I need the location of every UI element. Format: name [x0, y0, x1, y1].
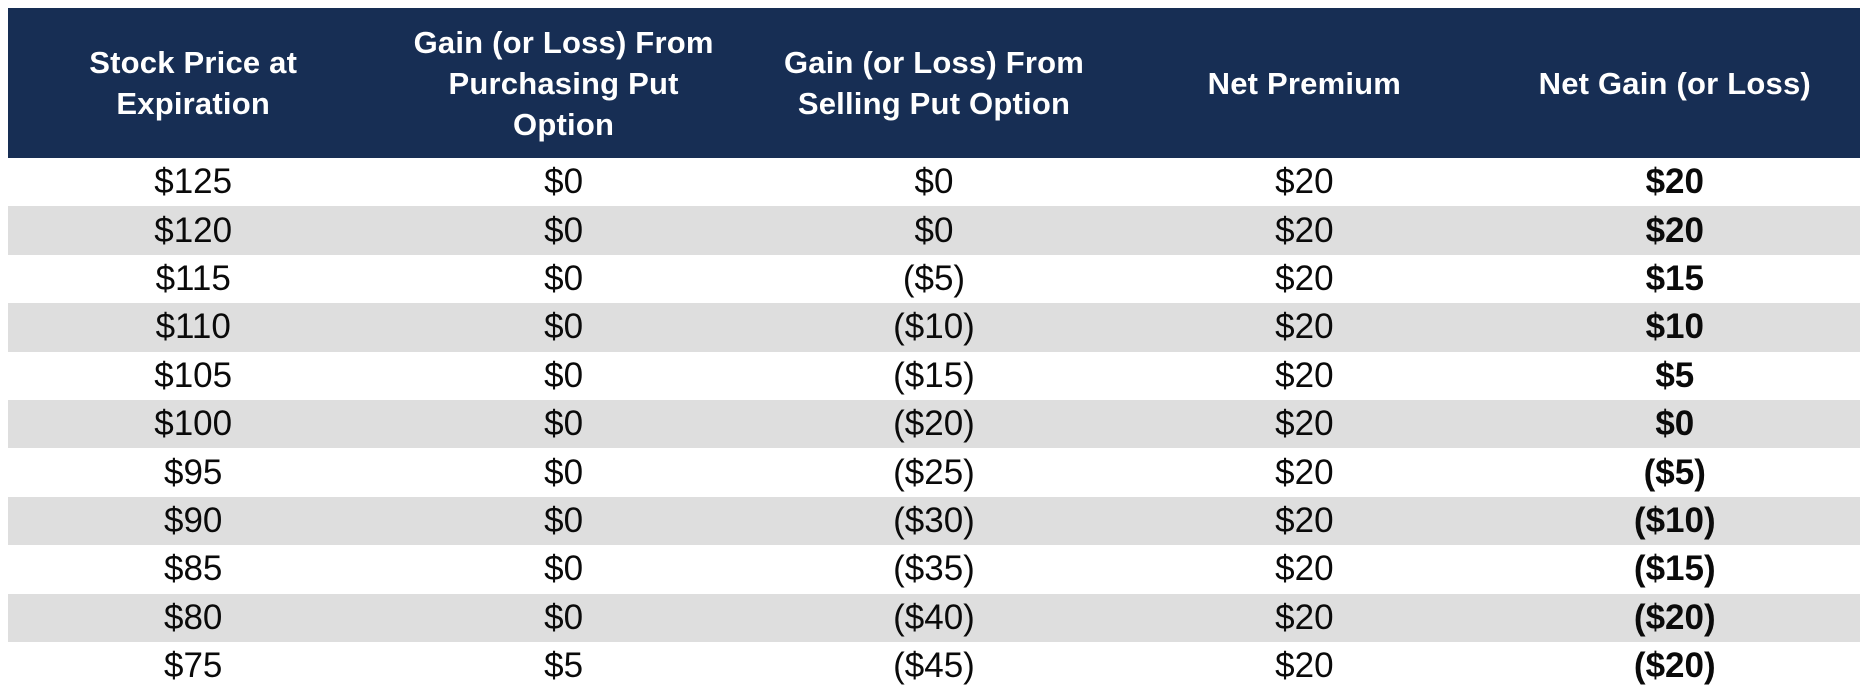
table-cell-purchase-gain: $0: [378, 158, 749, 207]
table-cell-purchase-gain: $0: [378, 399, 749, 449]
table-cell-net-gain: $20: [1489, 158, 1860, 207]
table-cell-sell-gain: ($10): [748, 303, 1120, 352]
table-cell-stock-price: $85: [8, 545, 379, 594]
table-cell-stock-price: $75: [8, 641, 379, 691]
table-row: $105 $0 ($15) $20 $5: [8, 351, 1860, 400]
table-cell-net-gain: ($20): [1489, 593, 1860, 642]
table-cell-net-premium: $20: [1119, 545, 1490, 594]
table-row: $120 $0 $0 $20 $20: [8, 206, 1860, 255]
table-cell-purchase-gain: $0: [378, 303, 749, 352]
table-cell-sell-gain: ($35): [748, 545, 1120, 594]
table-cell-net-premium: $20: [1119, 206, 1490, 255]
table-cell-stock-price: $120: [8, 206, 379, 255]
table-cell-sell-gain: ($15): [748, 351, 1120, 400]
table-cell-stock-price: $115: [8, 254, 379, 304]
table-cell-net-gain: $5: [1489, 351, 1860, 400]
table-cell-net-premium: $20: [1119, 593, 1490, 642]
table-row: $75 $5 ($45) $20 ($20): [8, 641, 1860, 691]
table-cell-purchase-gain: $0: [378, 545, 749, 594]
table-row: $110 $0 ($10) $20 $10: [8, 303, 1860, 352]
table-row: $85 $0 ($35) $20 ($15): [8, 545, 1860, 594]
table-row: $100 $0 ($20) $20 $0: [8, 399, 1860, 449]
table-cell-sell-gain: ($20): [748, 399, 1120, 449]
table-cell-sell-gain: ($5): [748, 254, 1120, 304]
table-cell-stock-price: $100: [8, 399, 379, 449]
table-cell-stock-price: $80: [8, 593, 379, 642]
table-row: $115 $0 ($5) $20 $15: [8, 254, 1860, 304]
table-cell-net-gain: $10: [1489, 303, 1860, 352]
table-row: $90 $0 ($30) $20 ($10): [8, 496, 1860, 546]
table-cell-net-premium: $20: [1119, 351, 1490, 400]
table-cell-net-premium: $20: [1119, 496, 1490, 546]
table-cell-sell-gain: ($45): [748, 641, 1120, 691]
table-cell-stock-price: $110: [8, 303, 379, 352]
table-cell-purchase-gain: $0: [378, 448, 749, 497]
table-cell-purchase-gain: $0: [378, 496, 749, 546]
table-cell-net-gain: $0: [1489, 399, 1860, 449]
table-cell-net-gain: $20: [1489, 206, 1860, 255]
header-net-gain-or-loss: Net Gain (or Loss): [1489, 8, 1860, 158]
table-row: $95 $0 ($25) $20 ($5): [8, 448, 1860, 497]
table-cell-net-premium: $20: [1119, 641, 1490, 691]
table-cell-net-gain: ($15): [1489, 545, 1860, 594]
header-stock-price-at-expiration: Stock Price at Expiration: [8, 8, 379, 158]
table-cell-purchase-gain: $0: [378, 254, 749, 304]
table-body: $125 $0 $0 $20 $20 $120 $0 $0 $20 $20 $1…: [8, 158, 1860, 691]
header-net-premium: Net Premium: [1119, 8, 1490, 158]
table-header: Stock Price at Expiration Gain (or Loss)…: [8, 8, 1860, 158]
table-cell-stock-price: $90: [8, 496, 379, 546]
table-cell-purchase-gain: $0: [378, 351, 749, 400]
table-cell-net-gain: ($10): [1489, 496, 1860, 546]
header-gain-loss-selling-put: Gain (or Loss) From Selling Put Option: [748, 8, 1120, 158]
table-cell-sell-gain: ($40): [748, 593, 1120, 642]
table-cell-net-gain: ($5): [1489, 448, 1860, 497]
table-cell-sell-gain: $0: [748, 206, 1120, 255]
table-row: $80 $0 ($40) $20 ($20): [8, 593, 1860, 642]
table-cell-sell-gain: $0: [748, 158, 1120, 207]
header-gain-loss-purchasing-put: Gain (or Loss) From Purchasing Put Optio…: [378, 8, 749, 158]
table-header-row: Stock Price at Expiration Gain (or Loss)…: [8, 8, 1860, 158]
put-option-payoff-table: Stock Price at Expiration Gain (or Loss)…: [8, 8, 1860, 691]
table-cell-net-gain: $15: [1489, 254, 1860, 304]
table-cell-net-premium: $20: [1119, 448, 1490, 497]
table-row: $125 $0 $0 $20 $20: [8, 158, 1860, 207]
table-cell-stock-price: $125: [8, 158, 379, 207]
table-cell-stock-price: $95: [8, 448, 379, 497]
table-cell-purchase-gain: $0: [378, 593, 749, 642]
table-cell-net-premium: $20: [1119, 399, 1490, 449]
table-cell-sell-gain: ($25): [748, 448, 1120, 497]
table-cell-net-premium: $20: [1119, 254, 1490, 304]
table-cell-sell-gain: ($30): [748, 496, 1120, 546]
table-cell-net-premium: $20: [1119, 158, 1490, 207]
table-cell-stock-price: $105: [8, 351, 379, 400]
table-cell-purchase-gain: $5: [378, 641, 749, 691]
table-cell-purchase-gain: $0: [378, 206, 749, 255]
table-cell-net-gain: ($20): [1489, 641, 1860, 691]
table-cell-net-premium: $20: [1119, 303, 1490, 352]
